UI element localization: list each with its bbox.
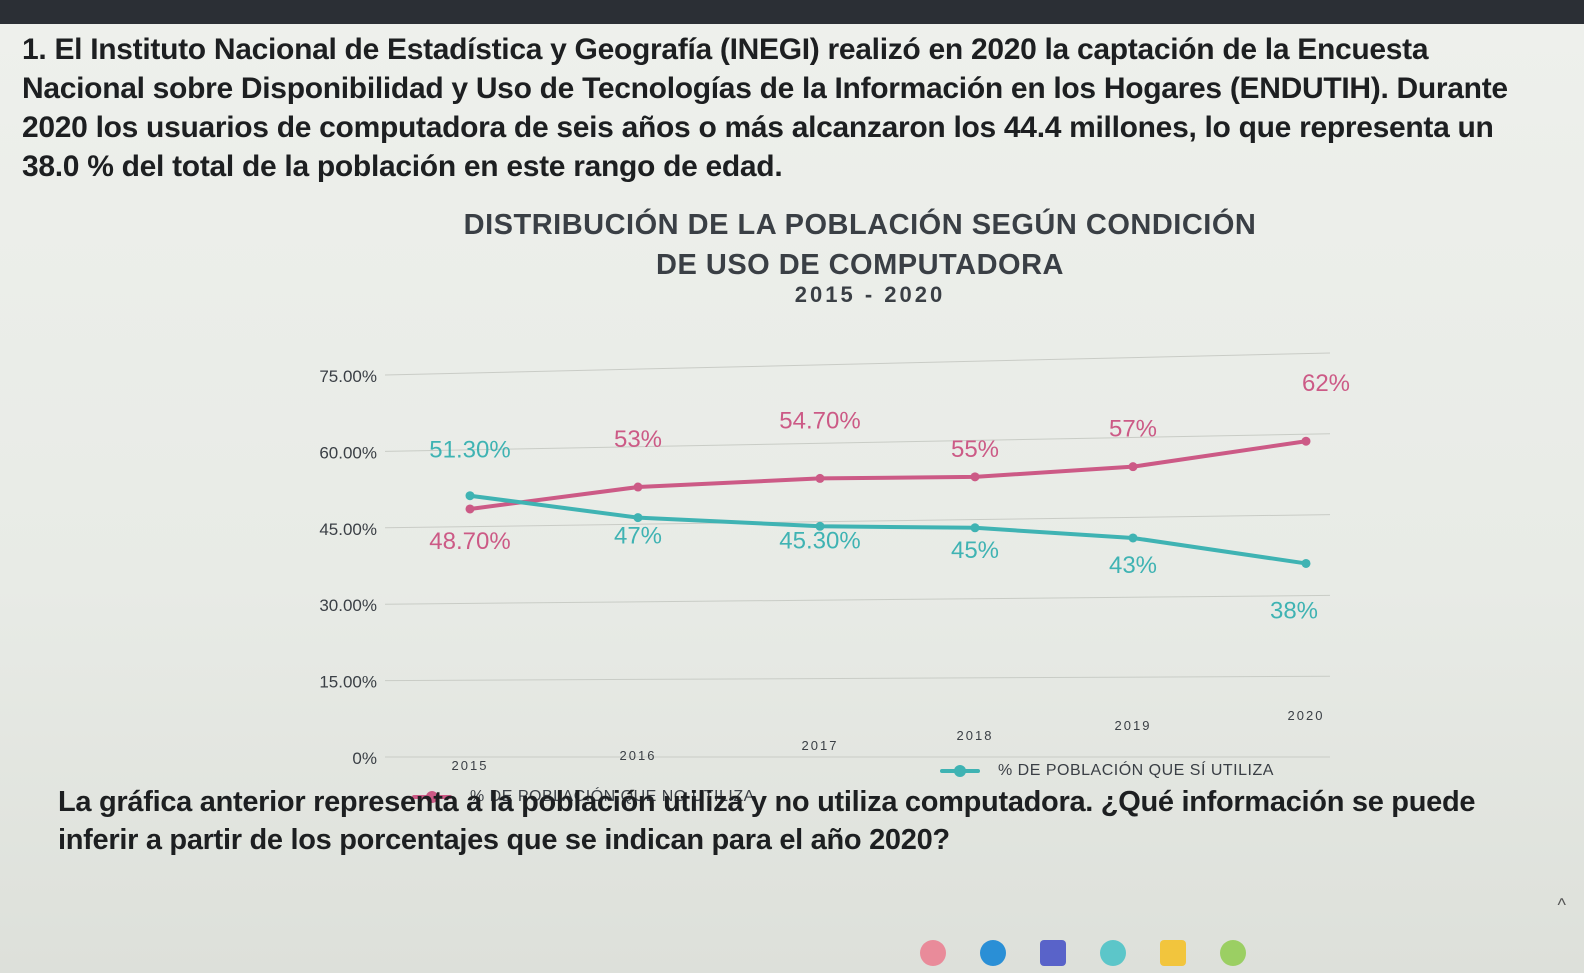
legend-si-utiliza: % DE POBLACIÓN QUE SÍ UTILIZA [940,762,1274,780]
y-tick-label: 0% [352,749,377,768]
data-point [815,473,825,483]
series-line-no-utiliza [469,439,1307,511]
data-label: 45.30% [779,527,860,554]
legend-no-utiliza: % DE POBLACIÓN QUE NO UTILIZA [412,788,755,806]
legend-label-no-utiliza: % DE POBLACIÓN QUE NO UTILIZA [470,788,755,805]
data-label: 43% [1109,552,1157,579]
y-tick-label: 60.00% [319,443,377,462]
gridline [384,433,1331,452]
legend-swatch-si-utiliza [940,765,980,777]
data-point [465,491,475,501]
x-tick-label: 2016 [620,748,657,763]
data-label: 38% [1270,597,1318,624]
top-bar [0,0,1584,24]
data-point [1128,533,1138,543]
data-label: 62% [1302,370,1350,397]
data-point [970,472,980,482]
data-point [970,523,980,533]
taskbar [0,933,1584,973]
chevron-up-icon[interactable]: ^ [1557,895,1566,915]
gridline [384,594,1331,605]
data-point [1301,558,1311,568]
x-tick-label: 2017 [802,738,839,753]
legend-swatch-no-utiliza [412,791,452,803]
files-icon[interactable] [1160,940,1186,966]
y-tick-label: 45.00% [319,520,377,539]
search-icon[interactable] [920,940,946,966]
data-point [815,521,825,531]
data-point [633,513,643,523]
x-tick-label: 2020 [1288,708,1325,723]
paint-icon[interactable] [1100,940,1126,966]
data-point [465,504,475,514]
data-label: 47% [614,523,662,550]
data-label: 51.30% [429,437,510,464]
teams-icon[interactable] [1040,940,1066,966]
y-tick-label: 30.00% [319,596,377,615]
data-point [1301,436,1311,446]
sound-icon[interactable] [1220,940,1246,966]
data-label: 54.70% [779,407,860,434]
data-point [1128,462,1138,472]
x-tick-label: 2018 [957,728,994,743]
data-label: 45% [951,537,999,564]
data-label: 53% [614,426,662,453]
bottom-question-text: La gráfica anterior representa a la pobl… [58,786,1476,856]
y-tick-label: 15.00% [319,673,377,692]
x-tick-label: 2019 [1115,718,1152,733]
chart-subtitle: 2015 - 2020 [794,282,946,307]
data-label: 48.70% [429,528,510,555]
x-tick-label: 2015 [452,758,489,773]
gridline [384,352,1331,376]
data-label: 57% [1109,416,1157,443]
chart-title: DISTRIBUCIÓN DE LA POBLACIÓN SEGÚN CONDI… [463,209,1257,281]
y-tick-label: 75.00% [319,367,377,386]
data-point [633,482,643,492]
browser-icon[interactable] [980,940,1006,966]
question-text: 1. El Instituto Nacional de Estadística … [22,33,1508,183]
data-label: 55% [951,436,999,463]
legend-label-si-utiliza: % DE POBLACIÓN QUE SÍ UTILIZA [998,762,1274,779]
gridline [384,675,1331,682]
series-line-si-utiliza [469,493,1307,566]
gridline [384,514,1331,529]
